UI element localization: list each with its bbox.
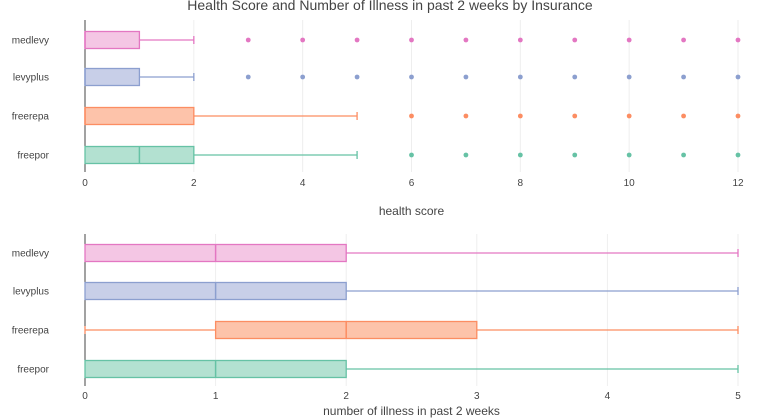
outlier-point <box>681 37 686 43</box>
outlier-point <box>409 74 414 80</box>
x-tick-label: 10 <box>624 178 636 189</box>
outlier-point <box>409 152 414 158</box>
x-tick-label: 4 <box>605 391 611 402</box>
outlier-point <box>735 74 741 80</box>
x-tick-label: 12 <box>732 178 744 189</box>
category-label: freerepa <box>12 326 50 337</box>
outlier-point <box>572 113 578 119</box>
outlier-point <box>300 37 306 43</box>
x-tick-label: 3 <box>474 391 480 402</box>
outlier-point <box>517 74 523 80</box>
outlier-point <box>409 113 414 119</box>
box <box>84 106 195 126</box>
category-label: medlevy <box>12 249 49 260</box>
outlier-point <box>626 74 632 80</box>
outlier-point <box>735 152 741 158</box>
outlier-point <box>681 74 686 80</box>
outlier-point <box>626 37 632 43</box>
outlier-point <box>354 74 360 80</box>
x-axis-label: number of illness in past 2 weeks <box>323 404 500 418</box>
box <box>84 30 141 50</box>
category-label: levyplus <box>13 287 49 298</box>
outlier-point <box>572 74 578 80</box>
outlier-point <box>735 37 741 43</box>
x-tick-label: 4 <box>300 178 306 189</box>
outlier-point <box>245 37 251 43</box>
outlier-point <box>463 113 469 119</box>
box <box>84 67 141 87</box>
outlier-point <box>245 74 251 80</box>
outlier-point <box>517 113 523 119</box>
outlier-point <box>626 152 632 158</box>
illness-count-boxplot: 0 1 2 3 4 5 number of illness in past 2 weeks m… <box>12 234 741 418</box>
x-tick-label: 0 <box>82 178 88 189</box>
outlier-point <box>463 74 469 80</box>
outlier-point <box>572 37 578 43</box>
outlier-point <box>409 37 414 43</box>
category-label: freepor <box>17 151 49 162</box>
category-label: freepor <box>17 365 49 376</box>
x-tick-label: 6 <box>409 178 415 189</box>
x-tick-label: 5 <box>735 391 741 402</box>
outlier-point <box>572 152 578 158</box>
outlier-point <box>681 113 686 119</box>
x-tick-label: 8 <box>518 178 524 189</box>
category-label: medlevy <box>12 36 49 47</box>
outlier-point <box>517 152 523 158</box>
health-score-boxplot: 0 2 4 6 8 10 12 health score medlevy levyplus free… <box>12 20 744 218</box>
x-tick-label: 0 <box>82 391 88 402</box>
outlier-point <box>463 37 469 43</box>
outlier-point <box>354 37 360 43</box>
outlier-point <box>626 113 632 119</box>
x-axis-label: health score <box>379 204 445 218</box>
outlier-point <box>681 152 686 158</box>
x-tick-label: 1 <box>213 391 219 402</box>
outlier-point <box>735 113 741 119</box>
outlier-point <box>517 37 523 43</box>
outlier-point <box>300 74 306 80</box>
x-tick-label: 2 <box>343 391 349 402</box>
x-tick-label: 2 <box>191 178 197 189</box>
chart-title: Health Score and Number of Illness in pa… <box>187 0 593 13</box>
outlier-point <box>463 152 469 158</box>
category-label: levyplus <box>13 73 49 84</box>
category-label: freerepa <box>12 112 50 123</box>
